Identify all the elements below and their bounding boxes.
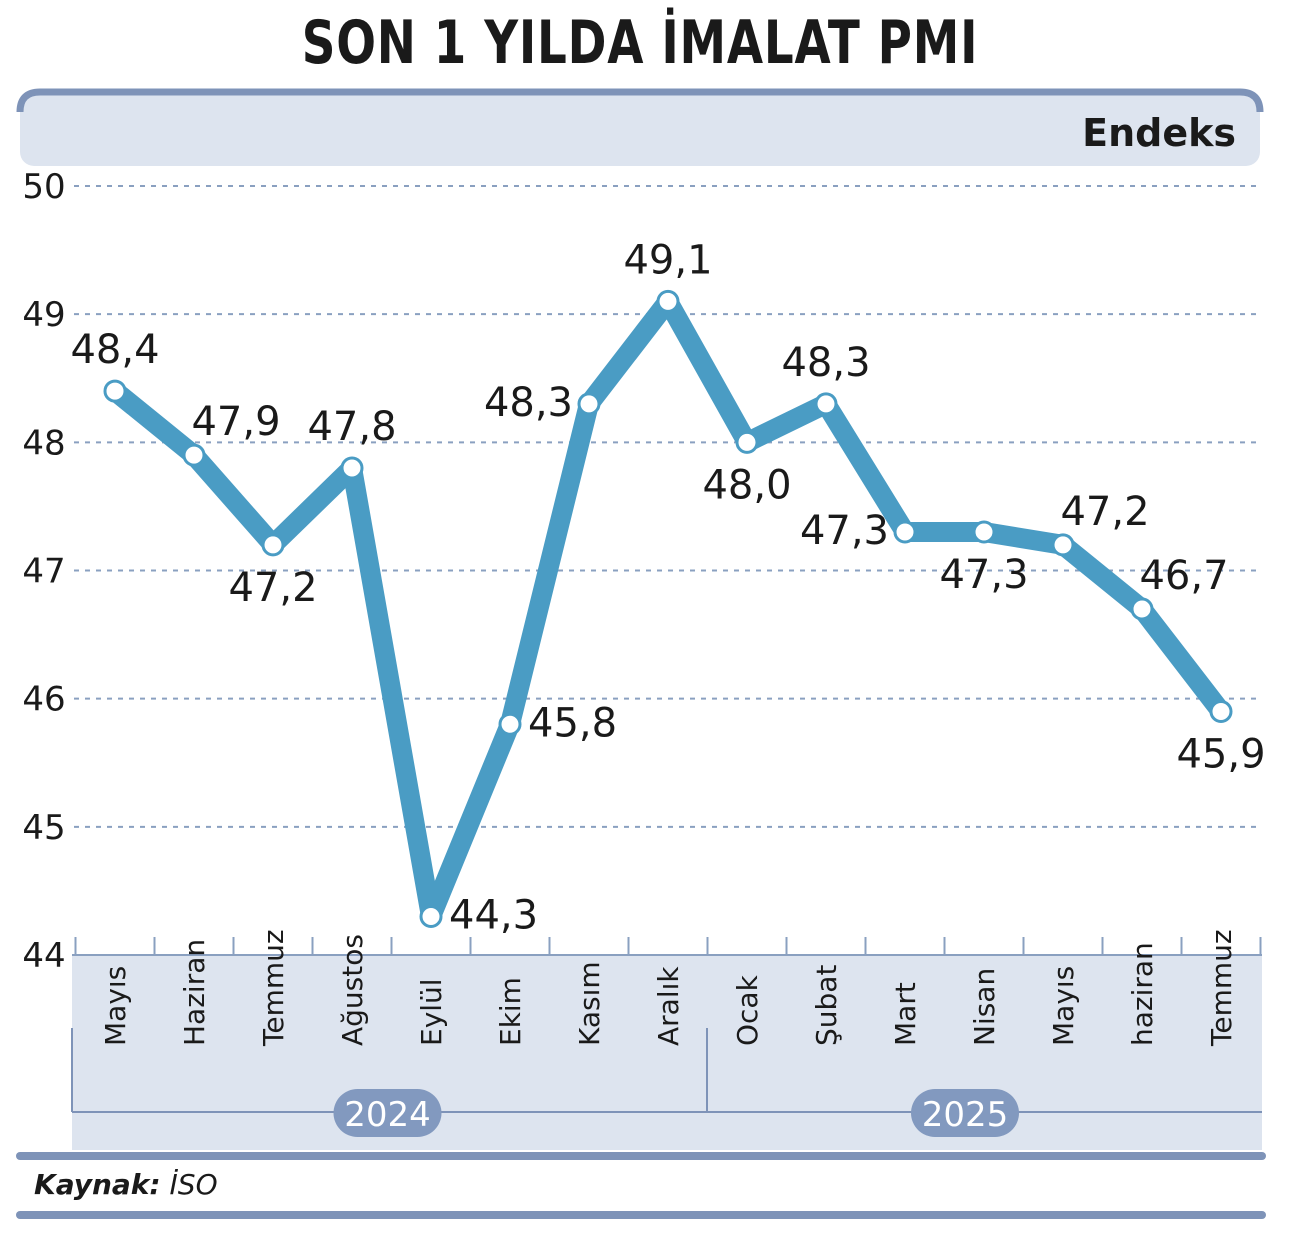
data-label: 47,8 — [307, 404, 396, 450]
y-tick-label: 50 — [22, 167, 65, 207]
x-tick-label: Temmuz — [1205, 929, 1238, 1047]
x-tick-label: Aralık — [652, 966, 685, 1046]
data-point — [340, 456, 364, 480]
data-label: 49,1 — [623, 237, 712, 283]
data-label: 47,3 — [800, 508, 889, 554]
grid-lines — [74, 185, 1262, 828]
data-label: 47,3 — [939, 552, 1028, 598]
y-tick-label: 45 — [22, 808, 65, 848]
year-badge — [333, 1089, 442, 1137]
data-point — [498, 712, 522, 736]
x-tick-label: Kasım — [573, 961, 606, 1046]
x-tick-label: Şubat — [810, 965, 843, 1046]
x-axis: Mayıs Haziran Temmuz Ağustos Eylül Ekim Kasım A… — [71, 929, 1262, 1150]
series-points — [103, 289, 1233, 929]
data-point — [182, 443, 206, 467]
x-tick-label: Mayıs — [99, 966, 132, 1046]
data-point — [577, 392, 601, 416]
x-tick-label: Mayıs — [1047, 966, 1080, 1046]
x-tick-label: Temmuz — [257, 929, 290, 1047]
year-badge — [911, 1089, 1019, 1137]
data-point — [814, 392, 838, 416]
data-labels: 48,4 47,9 47,2 47,8 44,3 45,8 48,3 49,1 48,0 48,3… — [70, 237, 1265, 938]
data-label: 45,8 — [528, 700, 617, 746]
year-label: 2025 — [922, 1095, 1009, 1135]
x-tick-label: haziran — [1126, 942, 1159, 1046]
data-label: 45,9 — [1176, 731, 1265, 777]
data-point — [1130, 597, 1154, 621]
chart-title: SON 1 YILDA İMALAT PMI — [301, 8, 979, 78]
data-label: 48,4 — [70, 327, 159, 373]
x-tick-label: Mart — [889, 982, 922, 1046]
year-label: 2024 — [344, 1095, 431, 1135]
x-tick-label: Ocak — [731, 974, 764, 1046]
data-label: 44,3 — [449, 893, 538, 939]
x-tick-label: Haziran — [178, 939, 211, 1046]
footer-rule-bottom — [16, 1211, 1266, 1219]
y-tick-label: 47 — [22, 552, 65, 592]
x-tick-label: Eylül — [415, 978, 448, 1046]
data-point — [972, 520, 996, 544]
y-tick-label: 48 — [22, 423, 65, 463]
x-tick-label: Ağustos — [336, 934, 369, 1046]
x-axis-band — [72, 955, 1262, 1150]
source-value: İSO — [169, 1168, 218, 1201]
x-tick-label: Nisan — [968, 968, 1001, 1046]
data-label: 48,0 — [702, 462, 791, 508]
data-label: 48,3 — [484, 380, 573, 426]
y-tick-label: 49 — [22, 295, 65, 335]
data-label: 46,7 — [1139, 553, 1228, 599]
y-tick-label: 44 — [22, 936, 65, 976]
data-point — [261, 533, 285, 557]
source-note: Kaynak: İSO — [34, 1168, 218, 1201]
source-label: Kaynak: — [34, 1168, 161, 1201]
data-point — [103, 379, 127, 403]
y-tick-label: 46 — [22, 680, 65, 720]
data-point — [1051, 533, 1075, 557]
data-point — [656, 289, 680, 313]
y-axis-ticks: 44 45 46 47 48 49 50 — [22, 167, 65, 976]
data-point — [735, 430, 759, 454]
data-point — [419, 905, 443, 929]
header-band: Endeks — [16, 88, 1264, 166]
data-point — [893, 520, 917, 544]
x-tick-label: Ekim — [494, 977, 527, 1046]
data-label: 47,2 — [1060, 489, 1149, 535]
data-label: 47,2 — [228, 565, 317, 611]
footer-rule-top — [16, 1152, 1266, 1160]
data-label: 48,3 — [781, 340, 870, 386]
data-label: 47,9 — [191, 399, 280, 445]
unit-label: Endeks — [1082, 111, 1236, 155]
data-point — [1209, 699, 1233, 723]
